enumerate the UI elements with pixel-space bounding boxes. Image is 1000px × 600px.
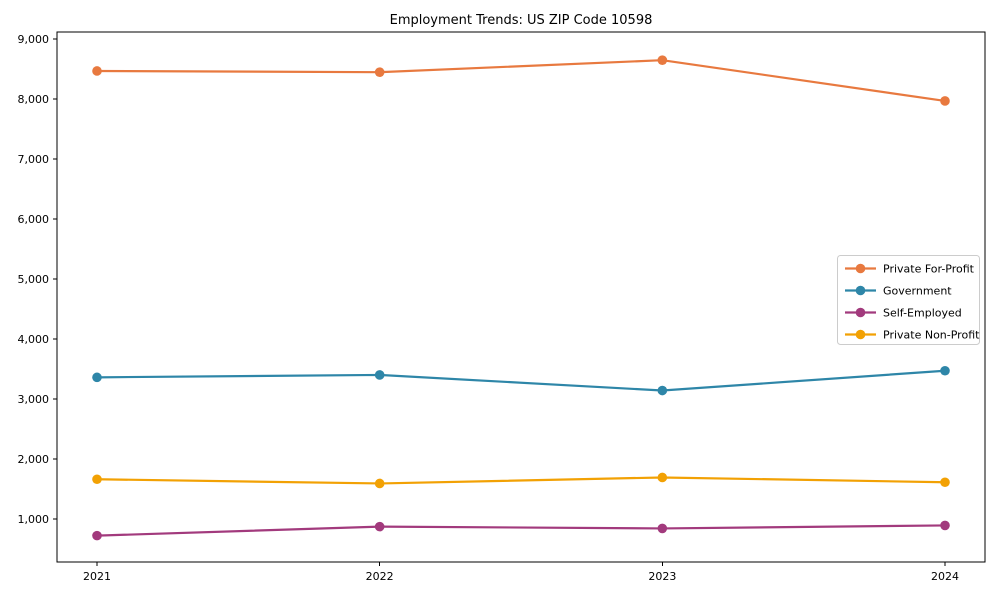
y-axis-tick-label: 3,000 — [18, 393, 50, 406]
legend-marker-swatch — [855, 285, 866, 296]
data-point-self-employed — [657, 523, 668, 534]
data-point-private-for-profit — [940, 96, 950, 106]
y-axis-tick-label: 6,000 — [18, 213, 50, 226]
legend-item: Self-Employed — [845, 307, 962, 320]
legend-label: Government — [883, 285, 952, 298]
plot-border — [56, 31, 986, 563]
y-axis-tick-label: 8,000 — [18, 93, 50, 106]
y-axis-tick-label: 1,000 — [18, 513, 50, 526]
legend: Private For-Profit Government Self-Employe… — [837, 255, 980, 345]
series-line-private-for-profit — [95, 59, 947, 103]
x-axis-tick-label: 2024 — [931, 570, 959, 583]
data-point-private-for-profit — [374, 67, 385, 77]
data-point-government — [374, 370, 385, 380]
legend-item: Private For-Profit — [845, 263, 975, 276]
y-axis-tick-label: 4,000 — [18, 333, 50, 346]
data-point-self-employed — [374, 521, 385, 532]
data-point-private-for-profit — [657, 55, 668, 65]
data-point-self-employed — [940, 520, 950, 531]
series-line-private-non-profit — [95, 476, 947, 485]
legend-marker-swatch — [855, 307, 866, 318]
data-point-private-for-profit — [92, 66, 102, 76]
series-line-government — [95, 369, 947, 392]
y-axis-tick-label: 2,000 — [18, 453, 50, 466]
data-point-private-non-profit — [92, 474, 102, 485]
chart-title: Employment Trends: US ZIP Code 10598 — [390, 13, 653, 28]
data-point-private-non-profit — [657, 472, 668, 483]
data-point-private-non-profit — [374, 478, 385, 489]
legend-item: Private Non-Profit — [845, 329, 980, 342]
legend-box — [837, 255, 980, 345]
data-point-government — [92, 372, 102, 383]
legend-marker-swatch — [855, 263, 866, 274]
plot-area: 1,000 2,000 3,000 4,000 5,000 6,000 7,000 8,000… — [18, 31, 986, 583]
legend-label: Private For-Profit — [883, 263, 975, 276]
legend-marker-swatch — [855, 329, 866, 340]
x-axis-tick-label: 2022 — [366, 570, 394, 583]
series-line-self-employed — [95, 524, 947, 537]
data-point-government — [940, 365, 950, 376]
legend-label: Self-Employed — [883, 307, 962, 320]
data-point-government — [657, 385, 668, 396]
y-axis-tick-label: 5,000 — [18, 273, 50, 286]
y-axis-tick-label: 7,000 — [18, 153, 50, 166]
legend-item: Government — [845, 285, 952, 298]
x-axis-tick-label: 2023 — [648, 570, 676, 583]
data-point-self-employed — [92, 530, 102, 541]
x-axis-tick-label: 2021 — [83, 570, 111, 583]
y-axis-tick-label: 9,000 — [18, 33, 50, 46]
data-point-private-non-profit — [940, 477, 950, 488]
legend-label: Private Non-Profit — [883, 329, 980, 342]
